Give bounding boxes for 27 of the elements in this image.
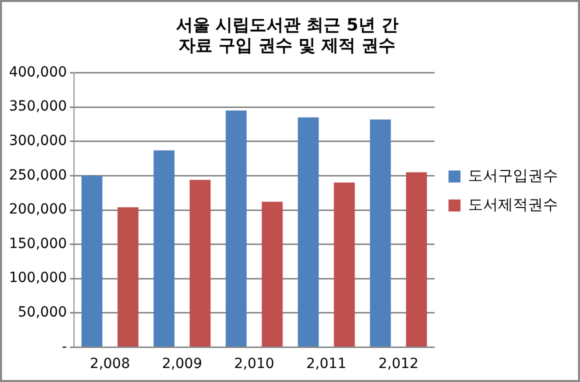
x-tick-label: 2,008: [90, 356, 130, 372]
y-tick-label: 100,000: [8, 270, 67, 286]
x-tick-label: 2,010: [234, 356, 274, 372]
bar: [334, 182, 355, 346]
y-tick-label: -: [62, 338, 67, 355]
y-tick-label: 300,000: [8, 133, 67, 150]
x-tick-label: 2,011: [306, 356, 346, 372]
y-tick-label: 200,000: [8, 202, 67, 218]
y-tick-label: 250,000: [8, 167, 67, 184]
x-tick-label: 2,012: [378, 356, 418, 372]
y-tick-label: 400,000: [8, 64, 67, 80]
bar: [81, 176, 102, 346]
y-tick-label: 350,000: [8, 98, 67, 115]
bar: [406, 172, 427, 346]
y-tick-label: 50,000: [18, 304, 67, 321]
bar: [298, 117, 319, 346]
legend-label: 도서제적권수: [468, 195, 558, 214]
x-tick-label: 2,009: [162, 356, 202, 372]
bar: [154, 150, 175, 346]
bar: [370, 119, 391, 346]
bar: [262, 202, 283, 346]
bar: [190, 180, 211, 346]
bar: [226, 110, 247, 346]
chart-title: 서울 시립도서관 최근 5년 간 자료 구입 권수 및 제적 권수: [176, 16, 398, 56]
y-tick-label: 150,000: [8, 236, 67, 252]
bar: [118, 207, 138, 346]
legend-label: 도서구입권수: [468, 166, 558, 184]
